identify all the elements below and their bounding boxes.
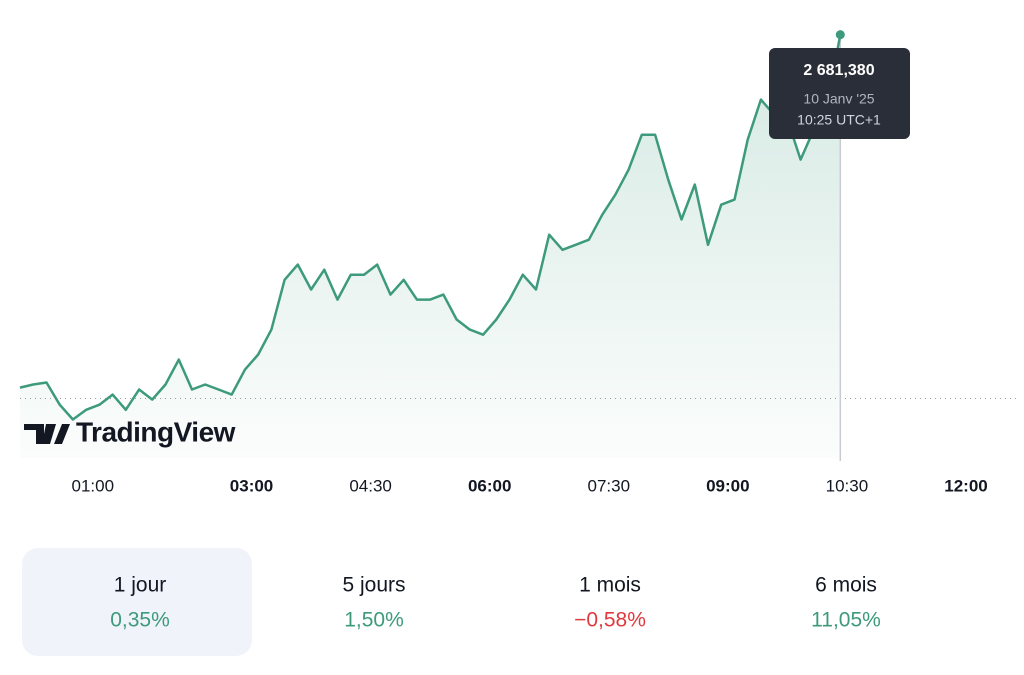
period-label[interactable]: 1 mois xyxy=(579,574,641,597)
periods: 1 jour 0,35% 5 jours 1,50% 1 mois −0,58% 6 moi… xyxy=(22,548,881,656)
x-tick-label: 09:00 xyxy=(706,476,749,495)
hover-point xyxy=(835,30,845,40)
logo: TradingView xyxy=(24,416,236,447)
x-tick-label: 04:30 xyxy=(349,476,392,495)
x-tick-label: 10:30 xyxy=(826,476,869,495)
period-label[interactable]: 6 mois xyxy=(815,574,877,597)
period-change: 0,35% xyxy=(110,609,170,632)
period-change: 1,50% xyxy=(344,609,404,632)
watermark: TradingView xyxy=(76,416,236,447)
period-change: −0,58% xyxy=(574,609,646,632)
period-change: 11,05% xyxy=(811,609,881,632)
period-selected-bg xyxy=(22,548,252,656)
x-tick-label: 07:30 xyxy=(587,476,630,495)
tooltip-box xyxy=(769,48,910,139)
x-tick-label: 01:00 xyxy=(71,476,114,495)
tooltip: 2 681,380 10 Janv '25 10:25 UTC+1 xyxy=(769,48,910,139)
x-tick-label: 12:00 xyxy=(944,476,987,495)
area-fill xyxy=(20,34,841,458)
plot: 01:00 03:00 04:30 06:00 07:30 09:00 10:30 12:00 xyxy=(19,30,1020,495)
period-label[interactable]: 1 jour xyxy=(114,574,167,597)
tooltip-value: 2 681,380 xyxy=(803,62,874,79)
logo-icon xyxy=(54,424,70,444)
x-tick-label: 03:00 xyxy=(230,476,273,495)
tooltip-date: 10 Janv '25 xyxy=(803,91,874,107)
price-line xyxy=(19,34,842,421)
logo-icon xyxy=(24,424,56,444)
x-tick-label: 06:00 xyxy=(468,476,511,495)
period-label[interactable]: 5 jours xyxy=(342,574,405,597)
tooltip-time: 10:25 UTC+1 xyxy=(797,112,881,128)
